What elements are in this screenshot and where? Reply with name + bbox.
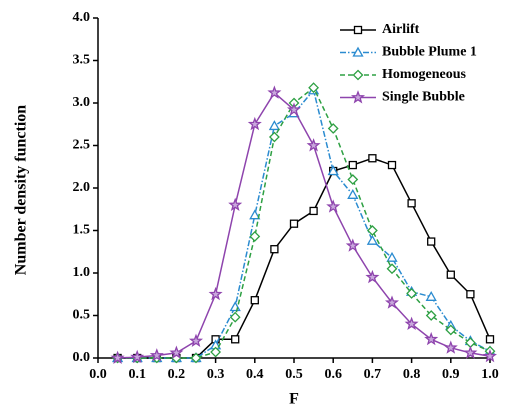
series-line	[117, 157, 491, 359]
legend-label: Single Bubble	[382, 90, 465, 105]
marker	[425, 310, 437, 321]
marker	[386, 251, 398, 262]
marker	[267, 85, 282, 99]
marker	[384, 295, 400, 309]
marker	[286, 102, 302, 116]
marker	[130, 349, 145, 364]
x-tick-label: 0.4	[246, 367, 264, 382]
marker	[386, 263, 398, 275]
legend-label: Bubble Plume 1	[382, 45, 477, 60]
y-tick-label: 2.0	[73, 180, 91, 195]
marker	[309, 206, 318, 216]
x-axis-label: F	[289, 391, 299, 408]
y-tick-label: 0.5	[73, 308, 91, 323]
y-tick-label: 0.0	[73, 350, 91, 365]
x-tick-label: 0.1	[128, 367, 146, 382]
marker	[249, 209, 261, 220]
marker	[387, 160, 397, 170]
marker	[445, 324, 457, 336]
marker	[190, 352, 202, 364]
marker	[270, 245, 279, 254]
marker	[427, 237, 436, 246]
legend-label: Homogeneous	[382, 67, 467, 82]
y-axis-label: Number density function	[13, 105, 30, 275]
marker	[231, 335, 240, 344]
marker	[169, 345, 184, 359]
marker	[463, 345, 478, 359]
marker	[110, 350, 125, 364]
marker	[249, 231, 261, 242]
legend-label: Airlift	[382, 22, 420, 37]
legend-marker	[350, 90, 366, 104]
x-tick-label: 0.8	[403, 367, 421, 382]
series-line	[117, 86, 491, 359]
marker	[365, 269, 380, 284]
marker	[443, 340, 458, 354]
marker	[308, 82, 320, 94]
marker	[485, 335, 495, 344]
y-tick-label: 1.0	[73, 265, 91, 280]
marker	[289, 219, 299, 228]
marker	[347, 188, 359, 199]
marker	[327, 165, 339, 176]
x-tick-label: 1.0	[481, 367, 499, 382]
marker	[208, 286, 223, 301]
y-tick-label: 2.5	[73, 138, 91, 153]
marker	[407, 199, 416, 208]
marker	[347, 174, 359, 185]
marker	[424, 331, 439, 346]
marker	[368, 154, 377, 163]
x-tick-label: 0.2	[168, 367, 186, 382]
y-tick-label: 3.0	[73, 95, 91, 110]
marker	[327, 123, 339, 134]
y-tick-label: 4.0	[73, 10, 91, 25]
x-tick-label: 0.7	[364, 367, 382, 382]
marker	[228, 197, 243, 211]
marker	[482, 348, 498, 363]
marker	[406, 287, 418, 299]
marker	[306, 138, 321, 152]
legend-marker	[352, 69, 364, 81]
x-tick-label: 0.5	[285, 367, 303, 382]
legend-marker	[352, 46, 364, 57]
marker	[446, 270, 455, 279]
marker	[366, 225, 378, 236]
marker	[404, 316, 419, 330]
y-tick-label: 1.5	[73, 223, 91, 238]
marker	[348, 160, 357, 170]
marker	[326, 199, 341, 213]
marker	[149, 348, 164, 362]
y-tick-label: 3.5	[73, 53, 91, 68]
marker	[425, 290, 437, 301]
x-tick-label: 0.0	[89, 367, 107, 382]
marker	[366, 234, 379, 245]
marker	[250, 296, 259, 305]
legend-marker	[353, 25, 363, 35]
x-tick-label: 0.6	[324, 367, 342, 382]
marker	[268, 131, 280, 143]
x-tick-label: 0.9	[442, 367, 460, 382]
x-tick-label: 0.3	[207, 367, 225, 382]
marker	[345, 238, 360, 252]
marker	[229, 311, 241, 323]
marker	[247, 116, 262, 131]
marker	[466, 290, 475, 299]
marker	[210, 346, 222, 358]
marker	[188, 333, 204, 347]
marker	[268, 120, 281, 131]
